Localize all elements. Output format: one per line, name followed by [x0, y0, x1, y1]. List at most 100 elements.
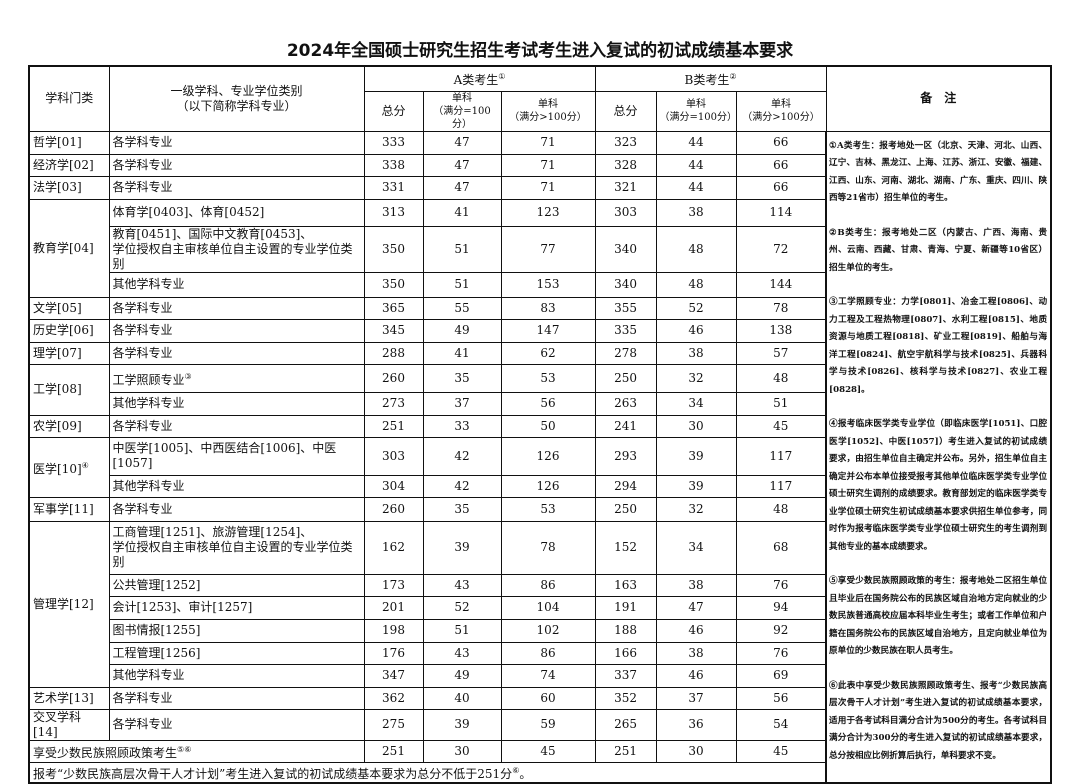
note-2: ②B类考生：报考地处二区（内蒙古、广西、海南、贵州、云南、西藏、甘肃、青海、宁夏… [829, 227, 1048, 273]
score-cell: 47 [422, 153, 502, 177]
score-cell: 48 [655, 225, 737, 273]
score-cell: 83 [500, 296, 596, 320]
score-cell: 38 [655, 573, 737, 597]
score-cell: 53 [500, 363, 596, 393]
score-cell: 191 [594, 595, 657, 620]
category-cell: 工学[08] [28, 363, 110, 416]
score-cell: 162 [363, 520, 424, 575]
major-cell: 各学科专业 [108, 496, 365, 522]
table-row: 管理学[12] 工商管理[1251]、旅游管理[1254]、 学位授权自主审核单位自… [28, 520, 1051, 688]
header-group-a: A类考生① [363, 65, 596, 92]
score-cell: 263 [594, 391, 657, 416]
score-cell: 45 [735, 739, 827, 763]
major-cell: 工商管理[1251]、旅游管理[1254]、 学位授权自主审核单位自主设置的专业学… [108, 520, 365, 575]
score-cell: 57 [735, 341, 827, 365]
header-group-b: B类考生② [594, 65, 827, 92]
major-cell: 其他学科专业 [108, 391, 365, 416]
major-cell: 教育[0451]、国际中文教育[0453]、 学位授权自主审核单位自主设置的专业学… [108, 225, 365, 273]
header-single-gt100: 单科 （满分>100分） [500, 90, 596, 132]
score-cell: 46 [655, 318, 737, 343]
score-cell: 66 [735, 153, 827, 177]
category-cell: 医学[10]④ [28, 436, 110, 498]
score-cell: 71 [500, 130, 596, 155]
score-cell: 117 [735, 474, 827, 498]
score-cell: 38 [655, 341, 737, 365]
score-cell: 71 [500, 175, 596, 200]
major-cell: 各学科专业 [108, 414, 365, 438]
category-cell: 理学[07] [28, 341, 110, 365]
major-cell: 各学科专业 [108, 130, 365, 155]
score-cell: 43 [422, 573, 502, 597]
score-cell: 313 [363, 198, 424, 227]
score-cell: 60 [500, 686, 596, 710]
page-title: 2024年全国硕士研究生招生考试考生进入复试的初试成绩基本要求 [286, 41, 794, 61]
score-cell: 86 [500, 573, 596, 597]
note-4: ④报考临床医学类专业学位（即临床医学[1051]、口腔医学[1052]、中医[1… [829, 419, 1048, 552]
score-cell: 188 [594, 618, 657, 643]
category-cell: 交叉学科[14] [28, 708, 110, 741]
score-cell: 51 [422, 225, 502, 273]
score-cell: 94 [735, 595, 827, 620]
score-cell: 55 [422, 296, 502, 320]
score-cell: 34 [655, 391, 737, 416]
score-cell: 46 [655, 618, 737, 643]
table-row: 军事学[11] 各学科专业 260 35 53 250 32 48 [28, 496, 1051, 522]
score-cell: 34 [655, 520, 737, 575]
table-row: 经济学[02] 各学科专业 338 47 71 328 44 66 [28, 153, 1051, 177]
score-cell: 304 [363, 474, 424, 498]
major-cell: 各学科专业 [108, 318, 365, 343]
score-cell: 294 [594, 474, 657, 498]
score-cell: 42 [422, 474, 502, 498]
score-cell: 39 [422, 520, 502, 575]
score-cell: 355 [594, 296, 657, 320]
major-cell: 中医学[1005]、中西医结合[1006]、中医[1057] [108, 436, 365, 476]
score-cell: 333 [363, 130, 424, 155]
major-cell: 各学科专业 [108, 175, 365, 200]
score-cell: 347 [363, 663, 424, 688]
major-cell: 其他学科专业 [108, 474, 365, 498]
score-cell: 49 [422, 318, 502, 343]
major-cell: 其他学科专业 [108, 663, 365, 688]
score-cell: 92 [735, 618, 827, 643]
score-cell: 117 [735, 436, 827, 476]
score-cell: 201 [363, 595, 424, 620]
score-cell: 51 [735, 391, 827, 416]
table-row: 其他学科专业 273 37 56 263 34 51 [29, 391, 1051, 416]
table-row: 工程管理[1256] 176 43 86 166 38 76 [29, 641, 1051, 665]
score-cell: 30 [655, 739, 737, 763]
score-cell: 30 [655, 414, 737, 438]
table-row: 公共管理[1252] 173 43 86 163 38 76 [29, 573, 1051, 597]
score-cell: 288 [363, 341, 424, 365]
score-cell: 69 [735, 663, 827, 688]
score-cell: 54 [735, 708, 827, 741]
score-cell: 260 [363, 363, 424, 393]
score-cell: 56 [500, 391, 596, 416]
score-cell: 59 [500, 708, 596, 741]
score-cell: 173 [363, 573, 424, 597]
score-cell: 71 [500, 153, 596, 177]
score-cell: 51 [422, 618, 502, 643]
major-cell: 会计[1253]、审计[1257] [108, 595, 365, 620]
major-cell: 其他学科专业 [108, 271, 365, 298]
score-cell: 39 [422, 708, 502, 741]
major-cell: 各学科专业 [108, 341, 365, 365]
score-cell: 52 [422, 595, 502, 620]
note-6: ⑥此表中享受少数民族照顾政策考生、报考“少数民族高层次骨干人才计划”考生进入复试… [829, 680, 1048, 761]
score-cell: 44 [655, 153, 737, 177]
score-cell: 32 [655, 363, 737, 393]
table-row: 哲学[01] 各学科专业 333 47 71 323 44 66 ①A类考生：报考地处一区（北京… [28, 130, 1052, 784]
score-cell: 44 [655, 130, 737, 155]
score-cell: 40 [422, 686, 502, 710]
score-cell: 38 [655, 198, 737, 227]
table-row: 法学[03] 各学科专业 331 47 71 321 44 66 [28, 175, 1051, 200]
score-cell: 147 [500, 318, 596, 343]
score-cell: 41 [422, 341, 502, 365]
score-cell: 303 [363, 436, 424, 476]
score-cell: 152 [594, 520, 657, 575]
score-cell: 48 [655, 271, 737, 298]
score-cell: 46 [655, 663, 737, 688]
score-cell: 273 [363, 391, 424, 416]
score-cell: 293 [594, 436, 657, 476]
score-cell: 126 [500, 436, 596, 476]
score-cell: 251 [363, 414, 424, 438]
